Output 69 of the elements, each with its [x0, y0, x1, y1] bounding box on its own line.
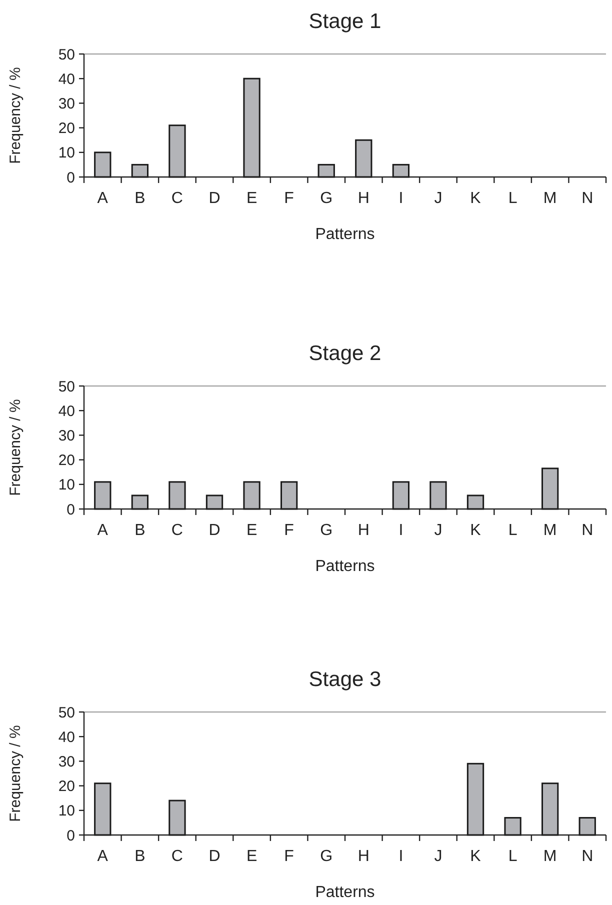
x-tick-label: L	[508, 848, 518, 865]
y-axis-title: Frequency / %	[7, 67, 24, 164]
x-axis-title: Patterns	[315, 226, 375, 243]
y-tick-label: 0	[66, 501, 75, 518]
y-tick-label: 50	[58, 46, 75, 64]
y-tick-label: 0	[66, 169, 75, 186]
x-tick-label: I	[398, 848, 404, 865]
y-tick-label: 10	[58, 144, 75, 162]
x-tick-label: A	[97, 190, 108, 207]
x-tick-label: B	[134, 522, 146, 539]
x-tick-label: J	[434, 190, 442, 207]
x-tick-label: M	[543, 190, 557, 207]
x-tick-label: H	[358, 190, 370, 207]
chart-title: Stage 1	[308, 10, 382, 33]
x-tick-label: F	[284, 190, 294, 207]
y-tick-label: 20	[58, 120, 75, 138]
x-tick-label: G	[320, 522, 333, 539]
x-tick-label: B	[134, 848, 146, 865]
x-tick-label: F	[284, 522, 294, 539]
y-tick-label: 30	[58, 427, 75, 444]
x-tick-label: C	[171, 522, 183, 539]
x-tick-label: G	[320, 848, 333, 865]
x-tick-label: N	[582, 190, 594, 207]
x-tick-label: H	[358, 848, 370, 865]
x-tick-label: J	[434, 848, 442, 865]
y-tick-label: 30	[58, 753, 75, 770]
y-tick-label: 50	[58, 704, 75, 722]
x-axis-title: Patterns	[315, 558, 375, 575]
x-tick-label: L	[508, 190, 518, 207]
y-tick-label: 40	[58, 728, 75, 746]
y-axis-title: Frequency / %	[7, 399, 24, 496]
x-tick-label: N	[582, 848, 594, 865]
x-tick-label: M	[543, 848, 557, 865]
y-tick-label: 10	[58, 476, 75, 494]
chart-title: Stage 2	[308, 342, 382, 365]
x-tick-label: C	[171, 190, 183, 207]
x-tick-label: J	[434, 522, 442, 539]
x-tick-label: A	[97, 848, 108, 865]
y-tick-label: 40	[58, 402, 75, 420]
y-tick-label: 20	[58, 452, 75, 470]
x-tick-label: K	[470, 522, 482, 539]
x-tick-label: E	[246, 848, 258, 865]
y-tick-label: 10	[58, 802, 75, 820]
x-tick-label: K	[470, 848, 482, 865]
x-tick-label: E	[246, 522, 258, 539]
x-tick-label: F	[284, 848, 294, 865]
y-tick-label: 30	[58, 95, 75, 112]
x-tick-label: N	[582, 522, 594, 539]
x-tick-label: M	[543, 522, 557, 539]
x-tick-label: D	[208, 190, 220, 207]
y-tick-label: 20	[58, 778, 75, 796]
x-tick-label: D	[208, 522, 220, 539]
x-tick-label: L	[508, 522, 518, 539]
y-axis-title: Frequency / %	[7, 725, 24, 822]
y-tick-label: 40	[58, 70, 75, 88]
x-axis-title: Patterns	[315, 884, 375, 901]
x-tick-label: D	[208, 848, 220, 865]
x-tick-label: C	[171, 848, 183, 865]
chart-title: Stage 3	[308, 668, 382, 691]
x-tick-label: G	[320, 190, 333, 207]
x-tick-label: H	[358, 522, 370, 539]
y-tick-label: 0	[66, 827, 75, 844]
x-tick-label: I	[398, 522, 404, 539]
x-tick-label: E	[246, 190, 258, 207]
x-tick-label: B	[134, 190, 146, 207]
x-tick-label: I	[398, 190, 404, 207]
x-tick-label: K	[470, 190, 482, 207]
y-tick-label: 50	[58, 378, 75, 396]
x-tick-label: A	[97, 522, 108, 539]
